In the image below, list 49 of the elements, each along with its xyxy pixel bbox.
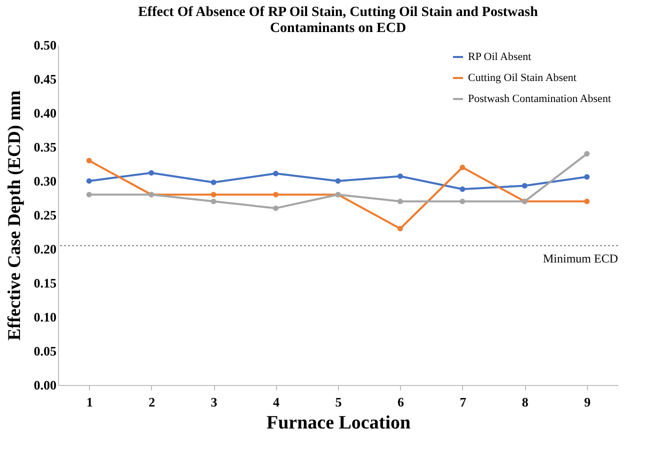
point xyxy=(86,192,92,198)
text: Effect Of Absence Of RP Oil Stain, Cutting Oil Stain and Postwash xyxy=(138,5,538,20)
point xyxy=(397,174,403,179)
point xyxy=(273,192,279,198)
y-tick-label: 0.40 xyxy=(34,106,56,120)
y-tick-label: 0.30 xyxy=(34,174,56,188)
x-tick-label: 9 xyxy=(584,394,592,410)
point xyxy=(584,174,590,180)
point xyxy=(210,192,216,198)
point xyxy=(273,205,279,211)
point xyxy=(522,183,528,188)
y-tick-label: 0.20 xyxy=(34,242,56,256)
x-tick-label: 4 xyxy=(273,394,280,410)
x-tick-label: 3 xyxy=(210,394,218,410)
text: Contaminants on ECD xyxy=(270,21,406,36)
point xyxy=(460,186,466,192)
y-tick-label: 0.45 xyxy=(34,72,57,86)
y-tick-label: 0.00 xyxy=(34,378,56,392)
point xyxy=(86,178,92,184)
y-tick-label: 0.35 xyxy=(34,140,57,154)
point xyxy=(210,198,216,204)
x-tick-label: 1 xyxy=(86,394,93,410)
point xyxy=(460,198,466,204)
y-axis-title: Effective Case Depth (ECD) mm xyxy=(4,90,24,340)
point xyxy=(460,164,466,170)
point xyxy=(86,158,92,164)
legend-label: Postwash Contamination Absent xyxy=(468,93,611,105)
legend-label: RP Oil Absent xyxy=(468,51,532,63)
y-tick-label: 0.25 xyxy=(34,208,57,222)
point xyxy=(584,198,590,204)
point xyxy=(397,198,403,204)
y-tick-label: 0.10 xyxy=(34,310,56,324)
x-tick-label: 7 xyxy=(460,394,467,410)
x-tick-label: 6 xyxy=(397,394,404,410)
x-tick-label: 8 xyxy=(522,394,529,410)
point xyxy=(273,170,279,176)
y-tick-label: 0.15 xyxy=(34,276,57,290)
point xyxy=(210,180,216,186)
x-axis-title: Furnace Location xyxy=(266,412,411,434)
legend-label: Cutting Oil Stain Absent xyxy=(468,72,576,84)
x-tick-label: 5 xyxy=(335,394,342,410)
y-tick-label: 0.50 xyxy=(34,38,56,52)
ref-line-label: Minimum ECD xyxy=(542,252,618,266)
y-tick-label: 0.05 xyxy=(34,344,57,358)
point xyxy=(148,170,154,176)
point xyxy=(335,178,341,184)
point xyxy=(584,151,590,157)
x-tick-label: 2 xyxy=(148,394,156,410)
point xyxy=(397,226,403,232)
